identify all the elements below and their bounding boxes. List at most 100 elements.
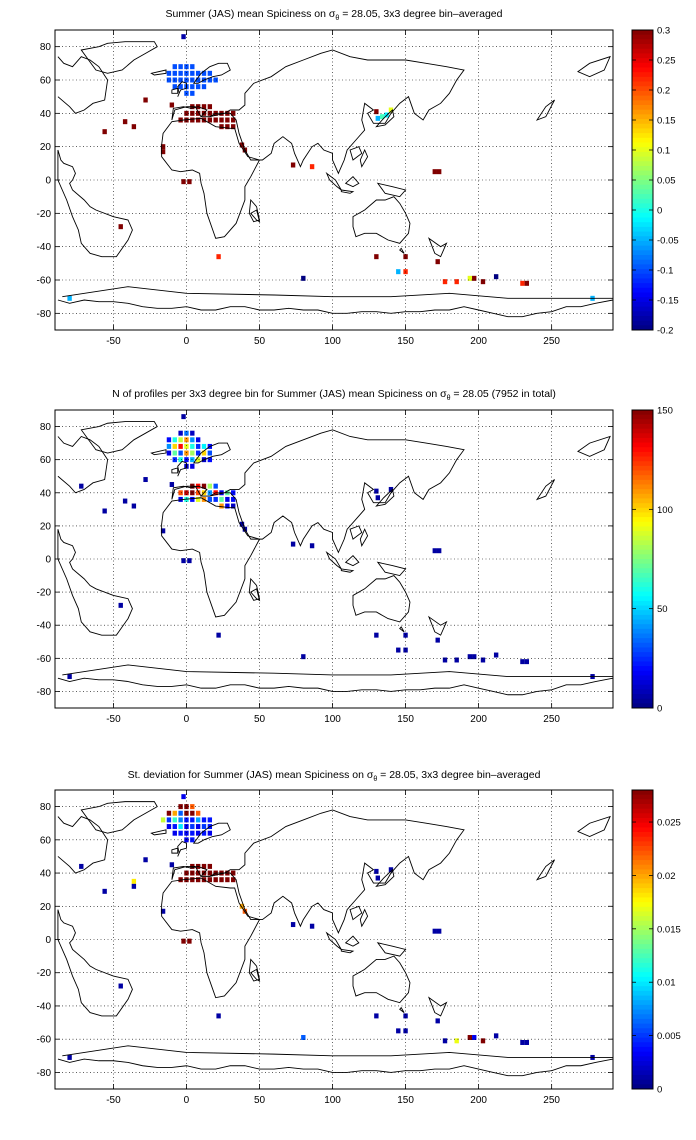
coastline-group [57,420,613,696]
data-cell [181,34,186,40]
data-cell [79,483,84,489]
data-cell [225,503,230,509]
colorbar-band [632,34,653,40]
colorbar-band [632,808,653,814]
x-tick-label: 250 [543,1095,560,1106]
data-cell [375,495,381,501]
y-tick-label: 60 [40,835,52,846]
plot-frame [54,29,614,331]
data-cell [190,70,195,76]
data-cell [184,804,189,810]
colorbar-band [632,423,653,430]
data-cell [195,870,201,876]
colorbar-tick-label: -0.15 [657,296,679,307]
colorbar-band [632,39,653,45]
colorbar-band [632,320,653,326]
data-cell [388,867,394,873]
colorbar-band [632,790,653,796]
data-cell [195,457,201,463]
data-cell [201,450,207,456]
colorbar-tick-label: 0.015 [657,924,681,935]
y-tick-label: 80 [40,42,52,53]
data-cell [143,857,148,863]
colorbar: 0.3 0.25 0.2 0.15 0.1 0.05 0 -0.05 -0.1 -0.15 -0.2 [631,26,679,337]
colorbar-band [632,554,653,560]
x-tick-label: 200 [470,714,487,725]
data-cell [239,142,245,148]
data-cell [195,490,201,496]
data-cell [374,109,379,115]
data-cell [309,164,315,170]
colorbar-frame [631,789,654,1090]
data-cell [436,169,442,175]
data-cell [375,875,381,881]
data-cell [118,224,123,230]
y-tick-label: 80 [40,422,52,433]
data-cell [207,877,213,883]
colorbar-band [632,123,653,129]
data-cell [380,114,385,120]
colorbar-tick-label: 0.15 [657,116,676,127]
colorbar-band [632,855,653,861]
colorbar-band [632,591,653,597]
colorbar-band [632,479,653,485]
grid [55,790,613,1089]
colorbar-band [632,684,653,690]
data-cell [435,1018,440,1024]
colorbar-band [632,521,653,527]
data-cell [201,824,207,830]
data-cell [472,654,477,660]
colorbar-band [632,610,653,616]
data-cell [160,149,166,155]
data-cell [131,878,137,884]
grid [55,410,613,708]
data-cell [213,117,218,123]
colorbar-tick-label: 0.005 [657,1031,681,1042]
data-cell [143,477,148,483]
data-cell [290,922,296,928]
data-cell [309,923,315,929]
colorbar-band [632,638,653,644]
data-cell [201,104,207,110]
colorbar-band [632,287,653,293]
data-cell [201,70,207,76]
colorbar-band [632,447,653,453]
data-cell [184,870,189,876]
data-cell [231,110,236,116]
data-cell [195,437,201,443]
data-cell [178,490,183,496]
colorbar-tick-label: 150 [657,406,673,417]
data-cell [442,657,448,663]
data-cell [239,903,245,909]
data-cell [118,983,123,989]
data-cell [524,1040,530,1045]
data-cell [301,275,306,281]
colorbar-band [632,559,653,565]
colorbar-band [632,147,653,153]
x-tick-label: 50 [254,336,266,347]
colorbar-band [632,549,653,555]
colorbar-band [632,1051,653,1057]
data-cell [231,877,236,883]
data-cell [375,115,381,121]
data-cell [190,90,195,96]
colorbar-tick-label: -0.2 [657,326,673,337]
data-cell [201,863,207,869]
colorbar-band [632,311,653,317]
colorbar-band [632,1028,653,1034]
data-cell [195,443,201,449]
colorbar-band [632,503,653,509]
data-cell [178,817,183,823]
data-cell [480,279,486,285]
data-cell [195,877,201,883]
x-tick-label: 150 [397,336,414,347]
colorbar-band [632,535,653,541]
data-cell [219,496,224,502]
y-tick-label: 0 [45,555,51,566]
colorbar-band [632,315,653,322]
colorbar-band [632,226,653,232]
data-cell [207,450,213,456]
data-cell [122,498,128,504]
data-cell [225,124,230,130]
colorbar-tick-label: 0 [657,206,662,217]
